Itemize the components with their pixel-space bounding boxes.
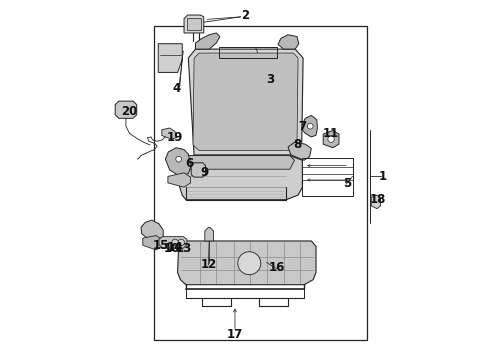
- Polygon shape: [193, 53, 298, 150]
- Polygon shape: [184, 15, 204, 33]
- Text: 20: 20: [122, 105, 138, 118]
- Polygon shape: [158, 44, 182, 72]
- Circle shape: [172, 239, 178, 246]
- Polygon shape: [371, 195, 381, 209]
- Polygon shape: [188, 49, 303, 155]
- Bar: [153, 26, 367, 339]
- Circle shape: [328, 136, 334, 142]
- Polygon shape: [323, 131, 339, 148]
- Polygon shape: [187, 18, 201, 31]
- Polygon shape: [143, 235, 162, 250]
- Text: 10: 10: [163, 242, 180, 255]
- Polygon shape: [115, 101, 137, 118]
- Polygon shape: [205, 227, 214, 241]
- Polygon shape: [141, 220, 163, 242]
- Text: 9: 9: [201, 166, 209, 179]
- Circle shape: [176, 156, 181, 162]
- Polygon shape: [191, 163, 205, 177]
- Text: 12: 12: [201, 258, 217, 271]
- Text: 13: 13: [175, 242, 192, 255]
- Polygon shape: [302, 116, 318, 137]
- Polygon shape: [180, 156, 302, 200]
- Polygon shape: [288, 142, 311, 160]
- Polygon shape: [278, 35, 299, 49]
- Text: 6: 6: [185, 157, 194, 170]
- Polygon shape: [180, 156, 294, 169]
- Text: 4: 4: [173, 82, 181, 95]
- Text: 17: 17: [227, 328, 243, 341]
- Text: 19: 19: [167, 131, 183, 144]
- Polygon shape: [159, 237, 187, 248]
- Text: 11: 11: [323, 127, 339, 140]
- Circle shape: [238, 252, 261, 275]
- Text: 7: 7: [298, 121, 306, 134]
- Polygon shape: [196, 33, 220, 49]
- Text: 8: 8: [293, 138, 301, 150]
- Text: 16: 16: [269, 261, 286, 274]
- Text: 18: 18: [369, 193, 386, 206]
- Text: 15: 15: [152, 239, 169, 252]
- Text: 3: 3: [266, 73, 274, 86]
- Text: 5: 5: [343, 177, 351, 190]
- Text: 2: 2: [241, 9, 249, 22]
- Polygon shape: [168, 173, 191, 187]
- Text: 1: 1: [379, 170, 387, 183]
- Circle shape: [307, 123, 313, 129]
- Text: 14: 14: [167, 241, 183, 254]
- Polygon shape: [162, 128, 176, 139]
- Circle shape: [178, 239, 184, 246]
- Polygon shape: [166, 148, 191, 176]
- Polygon shape: [177, 241, 316, 285]
